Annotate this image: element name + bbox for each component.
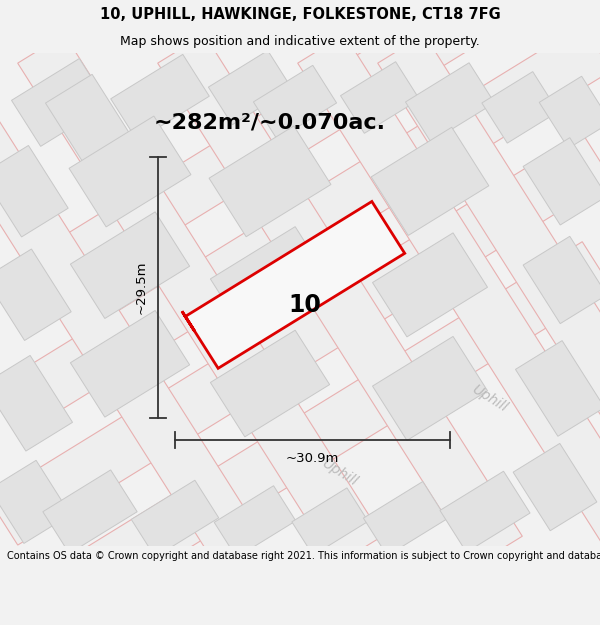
Polygon shape [209, 126, 331, 237]
Polygon shape [0, 461, 71, 543]
Polygon shape [0, 25, 600, 437]
Polygon shape [0, 0, 600, 328]
Polygon shape [364, 481, 446, 556]
Text: ~282m²/~0.070ac.: ~282m²/~0.070ac. [154, 112, 386, 132]
Polygon shape [111, 54, 209, 141]
Polygon shape [158, 34, 522, 565]
Polygon shape [0, 133, 600, 545]
Polygon shape [43, 470, 137, 554]
Polygon shape [211, 227, 329, 333]
Polygon shape [0, 356, 73, 451]
Polygon shape [292, 488, 368, 555]
Text: 10, UPHILL, HAWKINGE, FOLKESTONE, CT18 7FG: 10, UPHILL, HAWKINGE, FOLKESTONE, CT18 7… [100, 7, 500, 22]
Polygon shape [298, 34, 600, 565]
Polygon shape [131, 480, 219, 557]
Text: Map shows position and indicative extent of the property.: Map shows position and indicative extent… [120, 34, 480, 48]
Polygon shape [523, 138, 600, 225]
Polygon shape [211, 330, 329, 437]
Polygon shape [69, 116, 191, 227]
Polygon shape [341, 62, 419, 133]
Polygon shape [373, 336, 488, 441]
Text: Uphill: Uphill [470, 382, 511, 414]
Polygon shape [182, 201, 405, 368]
Text: Uphill: Uphill [320, 456, 361, 489]
Polygon shape [0, 249, 71, 341]
Polygon shape [70, 311, 190, 417]
Polygon shape [208, 51, 292, 125]
Polygon shape [18, 34, 382, 565]
Polygon shape [539, 76, 600, 148]
Polygon shape [371, 127, 489, 236]
Polygon shape [214, 486, 296, 558]
Text: Contains OS data © Crown copyright and database right 2021. This information is : Contains OS data © Crown copyright and d… [7, 551, 600, 561]
Polygon shape [253, 66, 337, 139]
Polygon shape [0, 34, 262, 565]
Polygon shape [70, 212, 190, 319]
Polygon shape [406, 62, 494, 142]
Polygon shape [11, 59, 109, 146]
Polygon shape [373, 233, 488, 337]
Text: ~29.5m: ~29.5m [135, 261, 148, 314]
Polygon shape [513, 443, 597, 531]
Text: 10: 10 [289, 292, 322, 317]
Polygon shape [0, 146, 68, 237]
Polygon shape [523, 236, 600, 324]
Polygon shape [515, 341, 600, 436]
Polygon shape [440, 471, 530, 552]
Polygon shape [482, 72, 558, 143]
Polygon shape [46, 74, 134, 170]
Polygon shape [378, 34, 600, 565]
Polygon shape [0, 242, 600, 625]
Text: ~30.9m: ~30.9m [286, 452, 339, 464]
